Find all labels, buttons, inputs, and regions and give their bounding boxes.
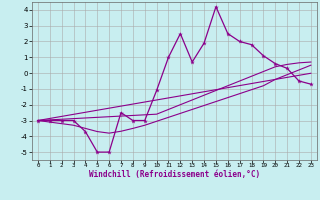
X-axis label: Windchill (Refroidissement éolien,°C): Windchill (Refroidissement éolien,°C) — [89, 170, 260, 179]
